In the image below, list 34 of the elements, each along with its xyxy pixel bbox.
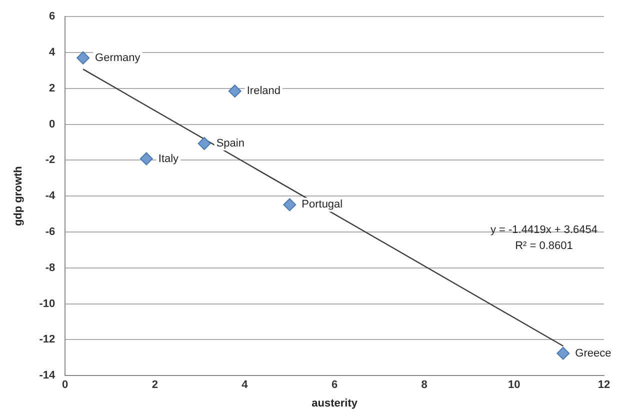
y-tick-label: -10	[39, 298, 56, 310]
annotation: Germany	[95, 52, 141, 64]
annotation: Italy	[158, 152, 180, 165]
y-tick-label: -4	[45, 190, 56, 202]
x-tick-label: 4	[242, 379, 249, 392]
point	[283, 198, 296, 212]
annotation: y = -1.4419x + 3.6454	[490, 224, 598, 236]
y-tick-label: 2	[48, 82, 56, 94]
y-tick-label: -2	[45, 154, 56, 166]
y-tick-label: -14	[39, 370, 56, 382]
y-tick-label: -12	[39, 334, 56, 346]
x-tick-label: 6	[331, 379, 338, 392]
y-tick-label: 6	[48, 10, 56, 23]
point	[556, 346, 570, 360]
x-tick-label: 0	[62, 379, 68, 392]
annotation: Ireland	[246, 85, 280, 98]
x-axis-title: austerity	[312, 397, 358, 410]
point	[76, 51, 90, 64]
y-tick-label: -6	[45, 226, 56, 238]
x-tick-label: 10	[508, 379, 520, 392]
annotation: Greece	[575, 347, 612, 360]
x-tick-label: 2	[152, 379, 158, 392]
annotation: R² = 0.8601	[515, 240, 573, 252]
point	[198, 137, 211, 150]
y-tick-label: 0	[48, 118, 56, 130]
x-tick-label: 12	[598, 379, 610, 392]
point	[228, 84, 242, 98]
x-tick-label: 8	[421, 379, 428, 392]
annotation: Spain	[216, 138, 244, 150]
y-tick-label: -8	[45, 262, 56, 274]
y-axis-title: gdp growth	[12, 166, 25, 226]
y-tick-label: 4	[48, 46, 56, 59]
point	[140, 152, 153, 166]
annotation: Portugal	[302, 198, 343, 211]
